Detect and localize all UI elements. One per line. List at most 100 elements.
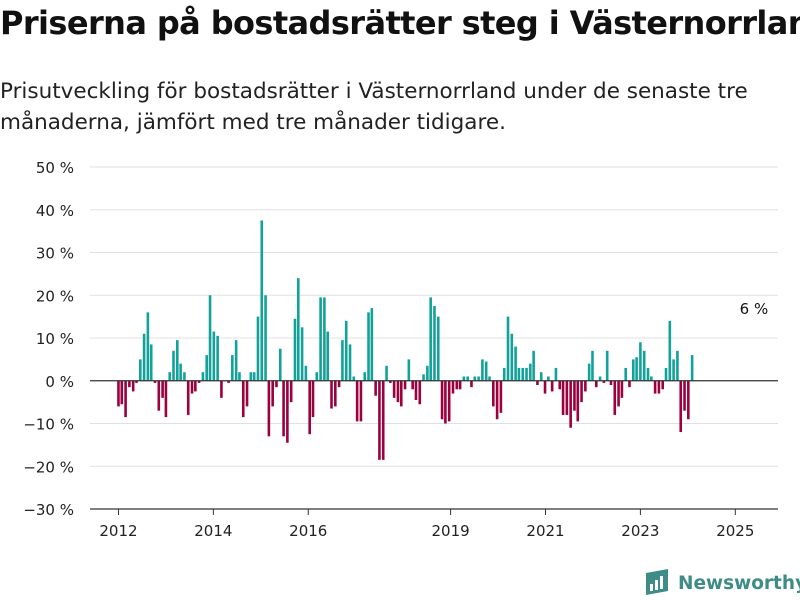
bar bbox=[370, 308, 374, 381]
bar bbox=[289, 380, 293, 403]
y-tick-label: −30 % bbox=[23, 501, 74, 519]
bar bbox=[605, 350, 609, 381]
bar bbox=[267, 380, 271, 437]
y-tick-label: 30 % bbox=[36, 245, 74, 263]
bar bbox=[561, 380, 565, 415]
x-tick-label: 2025 bbox=[716, 522, 754, 540]
bar bbox=[260, 220, 264, 381]
bar bbox=[473, 376, 477, 381]
bar bbox=[488, 376, 491, 381]
bar bbox=[477, 376, 480, 381]
bar bbox=[264, 295, 267, 381]
bar bbox=[161, 380, 164, 398]
y-tick-label: −10 % bbox=[23, 416, 74, 434]
bar bbox=[569, 380, 572, 428]
bar bbox=[355, 380, 359, 422]
bar bbox=[587, 363, 591, 381]
bar bbox=[598, 376, 602, 381]
x-tick-label: 2016 bbox=[289, 522, 327, 540]
bar bbox=[120, 380, 124, 405]
bar bbox=[352, 376, 356, 381]
bar bbox=[381, 380, 385, 460]
bar bbox=[411, 380, 414, 390]
x-tick-label: 2014 bbox=[194, 522, 232, 540]
bar bbox=[458, 380, 462, 390]
bar bbox=[326, 331, 330, 381]
x-tick-label: 2012 bbox=[99, 522, 137, 540]
bar bbox=[282, 380, 285, 437]
bar bbox=[179, 363, 182, 381]
bar bbox=[190, 380, 194, 394]
bar bbox=[502, 367, 506, 381]
bar bbox=[650, 376, 653, 381]
bar bbox=[664, 367, 668, 381]
bar bbox=[539, 372, 543, 381]
bar bbox=[558, 380, 562, 390]
bar bbox=[315, 372, 319, 381]
bar bbox=[492, 380, 495, 407]
bar bbox=[216, 335, 219, 381]
bar bbox=[153, 380, 157, 383]
bar bbox=[278, 348, 282, 381]
bar bbox=[256, 316, 260, 381]
bar bbox=[554, 367, 558, 381]
y-tick-label: 20 % bbox=[36, 287, 74, 305]
bar bbox=[245, 380, 249, 407]
bar bbox=[484, 361, 488, 381]
bar bbox=[521, 367, 525, 381]
bar bbox=[275, 380, 278, 388]
brand-logo: Newsworthy bbox=[644, 566, 800, 600]
bar bbox=[344, 320, 348, 381]
bar bbox=[117, 380, 120, 407]
bar bbox=[613, 380, 617, 415]
bar bbox=[234, 340, 238, 381]
bar bbox=[529, 363, 532, 381]
bar bbox=[550, 380, 554, 392]
x-tick-label: 2019 bbox=[432, 522, 470, 540]
bar bbox=[135, 380, 138, 383]
bar bbox=[584, 380, 587, 392]
bar bbox=[668, 320, 672, 381]
bar bbox=[422, 374, 425, 381]
y-tick-label: 40 % bbox=[36, 202, 74, 220]
bar bbox=[672, 359, 675, 381]
y-tick-label: −20 % bbox=[23, 458, 74, 476]
bar bbox=[389, 380, 392, 383]
bar bbox=[517, 367, 521, 381]
bar bbox=[543, 380, 547, 394]
bar bbox=[510, 333, 514, 381]
bar bbox=[525, 367, 528, 381]
bar bbox=[249, 372, 253, 381]
bar bbox=[197, 380, 201, 383]
bar bbox=[646, 367, 650, 381]
bar bbox=[653, 380, 657, 394]
bar bbox=[205, 355, 209, 381]
bar bbox=[186, 380, 190, 415]
bar bbox=[628, 380, 631, 388]
annotation: 6 % bbox=[740, 300, 769, 318]
bar bbox=[661, 380, 664, 390]
bar bbox=[168, 372, 172, 381]
bar bbox=[690, 355, 694, 381]
bar bbox=[293, 318, 297, 381]
bar bbox=[334, 380, 337, 407]
bar bbox=[308, 380, 311, 435]
bar bbox=[323, 297, 326, 381]
bar bbox=[149, 344, 153, 381]
bar bbox=[573, 380, 576, 411]
y-tick-label: 0 % bbox=[45, 373, 74, 391]
bar bbox=[418, 380, 422, 405]
bar bbox=[194, 380, 197, 392]
bar bbox=[374, 380, 377, 396]
bar bbox=[433, 305, 436, 381]
bar bbox=[297, 278, 300, 381]
bar bbox=[602, 380, 606, 383]
y-tick-label: 50 % bbox=[36, 159, 74, 177]
bar bbox=[447, 380, 451, 422]
chart-subtitle: Prisutveckling för bostadsrätter i Väste… bbox=[0, 79, 748, 135]
bars bbox=[117, 220, 694, 460]
bar bbox=[455, 380, 459, 390]
bar bbox=[576, 380, 580, 422]
bar bbox=[212, 331, 216, 381]
